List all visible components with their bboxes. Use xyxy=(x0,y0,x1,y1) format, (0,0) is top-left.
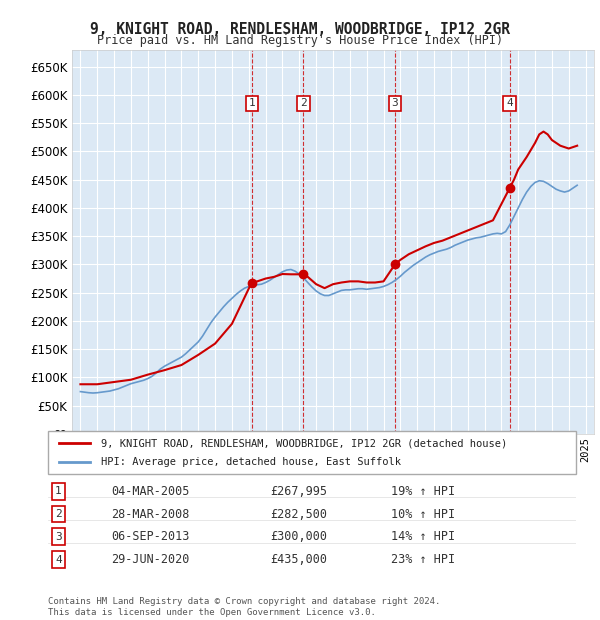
Text: £282,500: £282,500 xyxy=(270,508,327,521)
Text: 14% ↑ HPI: 14% ↑ HPI xyxy=(391,530,455,543)
Text: 06-SEP-2013: 06-SEP-2013 xyxy=(112,530,190,543)
Text: 1: 1 xyxy=(248,99,255,108)
Text: £435,000: £435,000 xyxy=(270,553,327,566)
Text: 10% ↑ HPI: 10% ↑ HPI xyxy=(391,508,455,521)
Text: 4: 4 xyxy=(55,554,62,565)
Text: HPI: Average price, detached house, East Suffolk: HPI: Average price, detached house, East… xyxy=(101,457,401,467)
Text: 28-MAR-2008: 28-MAR-2008 xyxy=(112,508,190,521)
Text: 3: 3 xyxy=(392,99,398,108)
Text: 19% ↑ HPI: 19% ↑ HPI xyxy=(391,485,455,498)
Text: 3: 3 xyxy=(55,532,62,542)
Text: Price paid vs. HM Land Registry's House Price Index (HPI): Price paid vs. HM Land Registry's House … xyxy=(97,34,503,47)
FancyBboxPatch shape xyxy=(48,431,576,474)
Text: 2: 2 xyxy=(300,99,307,108)
Text: £267,995: £267,995 xyxy=(270,485,327,498)
Text: £300,000: £300,000 xyxy=(270,530,327,543)
Text: 9, KNIGHT ROAD, RENDLESHAM, WOODBRIDGE, IP12 2GR (detached house): 9, KNIGHT ROAD, RENDLESHAM, WOODBRIDGE, … xyxy=(101,438,507,448)
Text: 1: 1 xyxy=(55,486,62,497)
Text: 2: 2 xyxy=(55,509,62,519)
Text: Contains HM Land Registry data © Crown copyright and database right 2024.
This d: Contains HM Land Registry data © Crown c… xyxy=(48,598,440,617)
Text: 04-MAR-2005: 04-MAR-2005 xyxy=(112,485,190,498)
Text: 4: 4 xyxy=(506,99,513,108)
Text: 23% ↑ HPI: 23% ↑ HPI xyxy=(391,553,455,566)
Text: 9, KNIGHT ROAD, RENDLESHAM, WOODBRIDGE, IP12 2GR: 9, KNIGHT ROAD, RENDLESHAM, WOODBRIDGE, … xyxy=(90,22,510,37)
Text: 29-JUN-2020: 29-JUN-2020 xyxy=(112,553,190,566)
